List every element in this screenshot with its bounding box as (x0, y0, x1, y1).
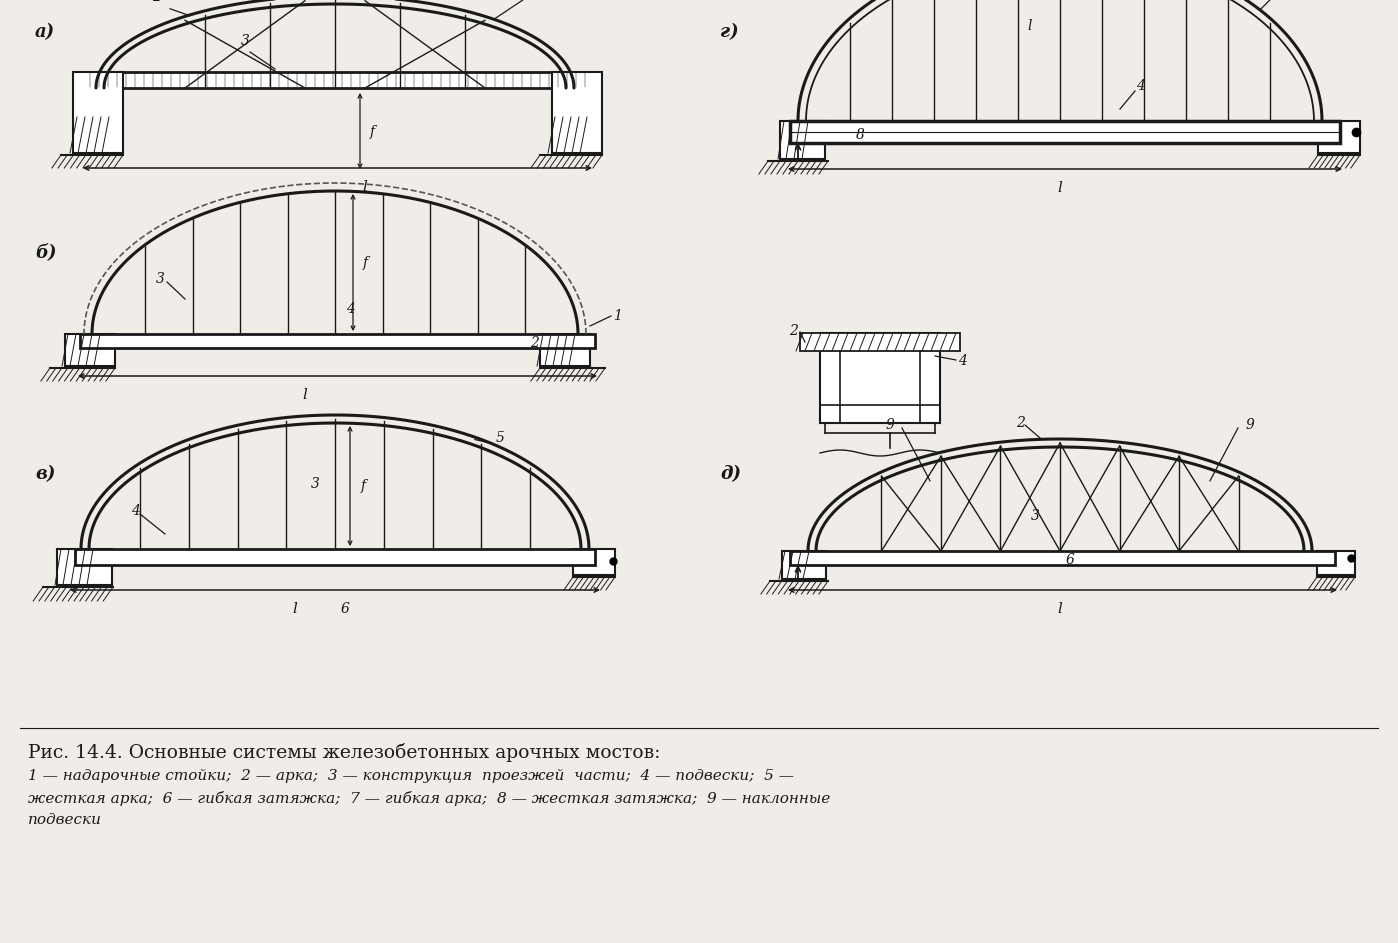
Bar (790, 551, 1335, 565)
Text: f: f (363, 256, 368, 270)
Text: 2: 2 (530, 336, 538, 350)
Text: а): а) (35, 23, 55, 41)
Text: 1 — надарочные стойки;  2 — арка;  3 — конструкция  проезжей  части;  4 — подвес: 1 — надарочные стойки; 2 — арка; 3 — кон… (28, 769, 794, 783)
Bar (540, 334, 590, 366)
Text: 3: 3 (155, 272, 165, 286)
Text: 3: 3 (240, 34, 249, 48)
Text: г): г) (720, 23, 738, 41)
Bar (573, 549, 615, 575)
Text: 1: 1 (612, 309, 622, 323)
Text: 8: 8 (856, 128, 864, 142)
Text: в): в) (35, 465, 56, 483)
Text: 6: 6 (1065, 553, 1075, 567)
Text: 5: 5 (495, 431, 505, 445)
Bar (80, 334, 596, 348)
Bar (780, 121, 825, 159)
Text: l: l (292, 602, 298, 616)
Text: 2: 2 (1015, 416, 1025, 430)
Text: д): д) (720, 465, 741, 483)
Text: 2: 2 (788, 324, 798, 338)
Bar (1317, 551, 1355, 575)
Bar (73, 72, 123, 153)
Text: 4: 4 (958, 354, 967, 368)
Bar (64, 334, 115, 366)
Text: f: f (370, 125, 375, 139)
Text: 3: 3 (1030, 509, 1040, 523)
Text: 6: 6 (341, 602, 350, 616)
Text: 4: 4 (345, 302, 355, 316)
Text: l: l (302, 388, 308, 402)
Text: 4: 4 (1135, 79, 1145, 93)
Bar (1318, 121, 1360, 153)
Text: 4: 4 (130, 504, 140, 518)
Text: б): б) (35, 243, 56, 261)
Text: 2: 2 (152, 0, 161, 4)
Text: f: f (361, 479, 366, 493)
Bar (821, 333, 939, 423)
Text: 3: 3 (310, 477, 319, 491)
Text: жесткая арка;  6 — гибкая затяжка;  7 — гибкая арка;  8 — жесткая затяжка;  9 — : жесткая арка; 6 — гибкая затяжка; 7 — ги… (28, 791, 830, 806)
Text: Рис. 14.4. Основные системы железобетонных арочных мостов:: Рис. 14.4. Основные системы железобетонн… (28, 743, 660, 762)
Text: 9: 9 (1246, 418, 1254, 432)
Bar (552, 72, 603, 153)
Bar (57, 549, 112, 585)
Bar (790, 121, 1341, 143)
Text: подвески: подвески (28, 813, 102, 827)
Bar (781, 551, 826, 579)
Text: l: l (1057, 181, 1062, 195)
Text: 9: 9 (885, 418, 895, 432)
Bar (85, 72, 590, 88)
Text: l: l (362, 180, 368, 194)
Bar (800, 333, 960, 351)
Text: l: l (1028, 19, 1032, 33)
Bar (75, 549, 596, 565)
Text: l: l (1057, 602, 1062, 616)
